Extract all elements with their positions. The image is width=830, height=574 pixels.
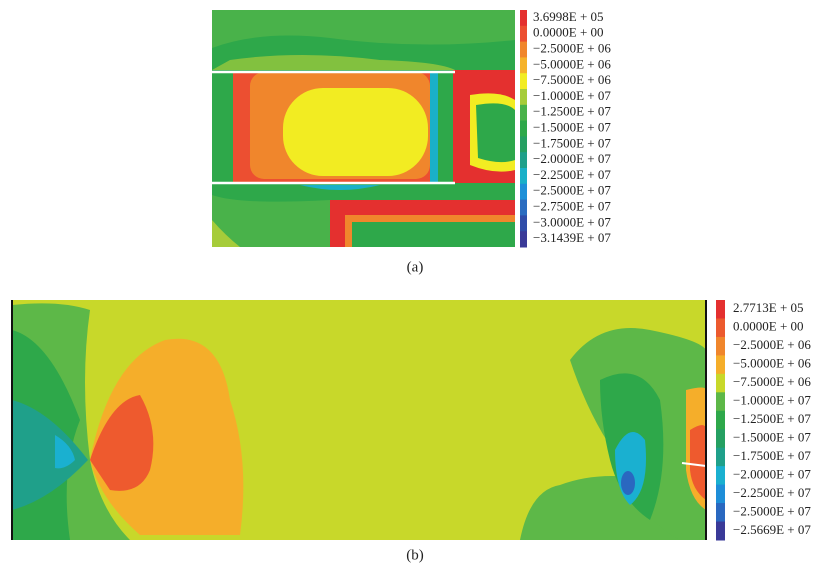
legend-label: −5.0000E + 06: [733, 356, 811, 371]
legend-label: −2.5000E + 07: [733, 503, 811, 518]
legend-label: −2.5669E + 07: [733, 522, 811, 537]
legend-label: −1.2500E + 07: [733, 411, 811, 426]
legend-swatch: [716, 300, 725, 319]
legend-label: −2.5000E + 06: [733, 337, 811, 352]
legend-swatch: [520, 152, 527, 169]
legend-label: −5.0000E + 06: [533, 56, 611, 71]
legend-swatch: [520, 183, 527, 201]
legend-label: −7.5000E + 06: [733, 374, 811, 389]
legend-swatch: [716, 503, 725, 523]
legend-swatch: [520, 57, 527, 74]
legend-swatch: [520, 120, 527, 137]
legend-label: −2.5000E + 07: [533, 183, 611, 198]
legend-swatch: [520, 41, 527, 58]
legend-label: −1.5000E + 07: [733, 429, 811, 444]
legend-swatch: [520, 104, 527, 122]
legend-label: −2.7500E + 07: [533, 198, 611, 213]
legend-label: 2.7713E + 05: [733, 300, 804, 315]
legend-label: −1.5000E + 07: [533, 119, 611, 134]
caption: (a): [407, 259, 424, 275]
legend-swatch: [716, 521, 725, 541]
legend-swatch: [520, 215, 527, 232]
legend-label: −2.2500E + 07: [733, 485, 811, 500]
legend-label: −7.5000E + 06: [533, 72, 611, 87]
legend-swatch: [716, 318, 725, 338]
legend-swatch: [716, 484, 725, 504]
legend-label: −3.1439E + 07: [533, 230, 611, 245]
legend-swatch: [716, 466, 725, 486]
legend-label: −1.7500E + 07: [533, 135, 611, 150]
legend-label: −2.0000E + 07: [733, 466, 811, 481]
legend-label: −1.0000E + 07: [733, 393, 811, 408]
legend-swatch: [520, 231, 527, 248]
legend-swatch: [520, 168, 527, 185]
caption: (b): [406, 547, 424, 563]
legend-label: −1.2500E + 07: [533, 104, 611, 119]
legend-swatch: [716, 355, 725, 375]
contour-b: [11, 300, 707, 540]
legend-swatch: [520, 89, 527, 106]
legend-swatch: [716, 429, 725, 449]
legend-label: −2.0000E + 07: [533, 151, 611, 166]
legend-swatch: [716, 410, 725, 430]
legend-swatch: [716, 373, 725, 393]
legend-swatch: [520, 136, 527, 153]
legend-label: −1.7500E + 07: [733, 448, 811, 463]
legend-label: 3.6998E + 05: [533, 9, 604, 24]
legend-swatch: [520, 25, 527, 43]
legend-label: −3.0000E + 07: [533, 214, 611, 229]
legend-swatch: [520, 73, 527, 90]
legend-label: −1.0000E + 07: [533, 88, 611, 103]
legend-label: 0.0000E + 00: [533, 25, 604, 40]
legend-swatch: [716, 392, 725, 412]
legend-label: 0.0000E + 00: [733, 319, 804, 334]
legend-swatch: [716, 336, 725, 356]
legend-swatch: [520, 10, 527, 27]
legend-swatch: [716, 447, 725, 467]
contour-a: [212, 10, 515, 247]
legend-label: −2.5000E + 06: [533, 40, 611, 55]
legend-swatch: [520, 199, 527, 216]
legend-label: −2.2500E + 07: [533, 167, 611, 182]
